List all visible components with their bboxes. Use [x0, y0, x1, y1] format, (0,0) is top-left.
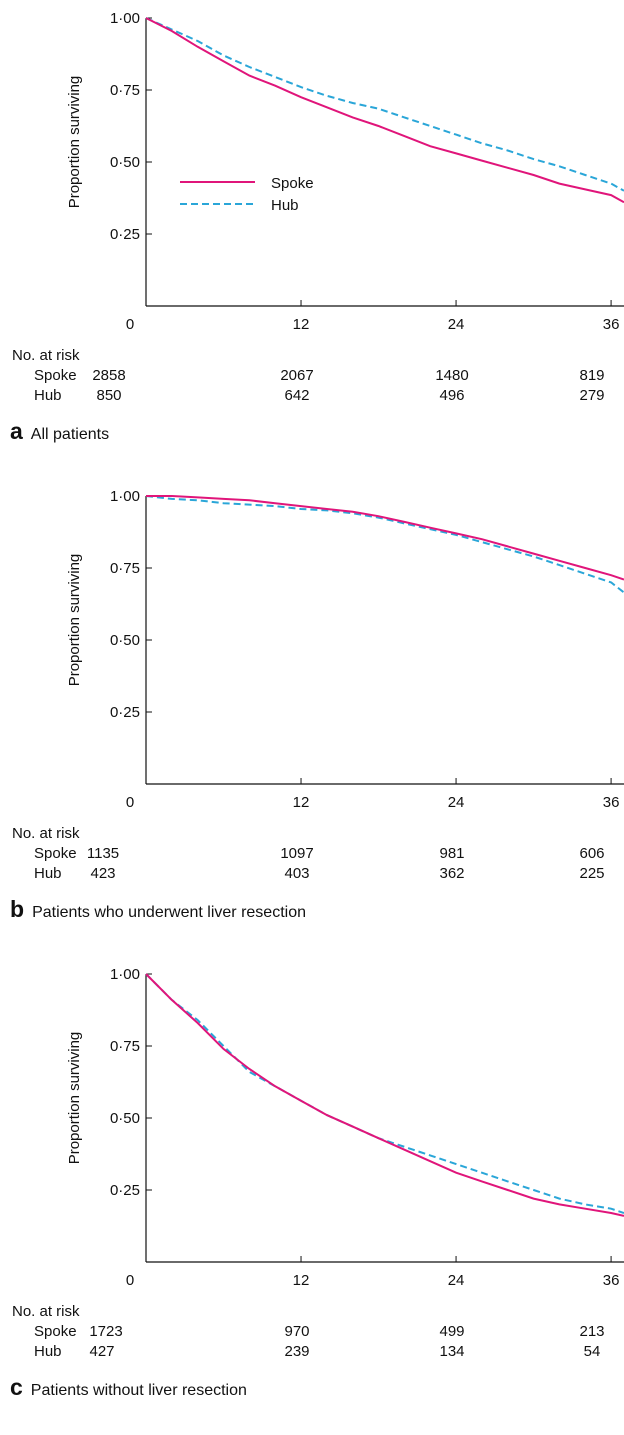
- risk-value: 981: [439, 845, 465, 862]
- x-tick-label: 36: [603, 316, 620, 333]
- risk-value: 225: [579, 865, 605, 882]
- risk-row-hub: Hub 423 403 362 225: [0, 865, 624, 885]
- x-tick-label: 36: [603, 794, 620, 811]
- risk-value: 2858: [92, 367, 126, 384]
- risk-value: 362: [439, 865, 465, 882]
- risk-value: 213: [579, 1323, 605, 1340]
- series-line-spoke: [146, 495, 624, 581]
- panel-caption-c: c Patients without liver resection: [10, 1374, 247, 1401]
- series-line-spoke: [145, 973, 624, 1217]
- risk-value: 970: [284, 1323, 310, 1340]
- y-tick-label: 0·75: [110, 560, 140, 577]
- series-line-spoke: [145, 17, 624, 204]
- risk-value: 642: [284, 387, 310, 404]
- y-tick-label: 0·50: [110, 154, 140, 171]
- y-tick-label: 1·00: [110, 488, 140, 505]
- caption-letter: b: [10, 896, 25, 922]
- risk-row-label: Hub: [34, 387, 62, 404]
- survival-chart-c: 0·250·500·751·000122436Time after colore…: [66, 966, 624, 1289]
- y-tick-label: 0·75: [110, 1038, 140, 1055]
- risk-value: 403: [284, 865, 310, 882]
- x-tick-label: 36: [603, 1272, 620, 1289]
- x-tick-label: 24: [448, 794, 465, 811]
- risk-value: 1480: [435, 367, 469, 384]
- x-tick-label: 0: [126, 1272, 134, 1289]
- risk-value: 134: [439, 1343, 465, 1360]
- y-axis-title: Proportion surviving: [66, 76, 83, 209]
- risk-value: 606: [579, 845, 605, 862]
- risk-table-title: No. at risk: [12, 347, 80, 364]
- panel-caption-a: a All patients: [10, 418, 109, 445]
- risk-value: 279: [579, 387, 605, 404]
- y-tick-label: 0·25: [110, 226, 140, 243]
- y-tick-label: 0·50: [110, 632, 140, 649]
- risk-value: 54: [583, 1343, 601, 1360]
- caption-letter: c: [10, 1374, 23, 1400]
- risk-value: 499: [439, 1323, 465, 1340]
- x-tick-label: 12: [293, 1272, 310, 1289]
- legend-label-hub: Hub: [271, 197, 299, 214]
- risk-row-label: Hub: [34, 865, 62, 882]
- x-tick-label: 24: [448, 1272, 465, 1289]
- panel-a: 0·250·500·751·000122436Time after colore…: [0, 0, 624, 478]
- risk-row-hub: Hub 427 239 134 54: [0, 1343, 624, 1363]
- caption-text: All patients: [30, 426, 110, 443]
- x-tick-label: 24: [448, 316, 465, 333]
- risk-value: 1723: [89, 1323, 123, 1340]
- y-tick-label: 0·50: [110, 1110, 140, 1127]
- risk-row-spoke: Spoke 2858 2067 1480 819: [0, 367, 624, 387]
- risk-value: 819: [579, 367, 605, 384]
- panel-b: 0·250·500·751·000122436Time after colore…: [0, 478, 624, 956]
- legend: Spoke Hub: [180, 175, 314, 214]
- risk-value: 1097: [280, 845, 314, 862]
- risk-value: 2067: [280, 367, 314, 384]
- y-axis-title: Proportion surviving: [66, 1032, 83, 1165]
- series-line-hub: [145, 495, 624, 594]
- risk-row-label: Spoke: [34, 1323, 77, 1340]
- risk-value: 496: [439, 387, 465, 404]
- x-tick-label: 0: [126, 316, 134, 333]
- y-tick-label: 0·25: [110, 704, 140, 721]
- y-tick-label: 1·00: [110, 10, 140, 27]
- survival-chart-b: 0·250·500·751·000122436Time after colore…: [66, 488, 624, 811]
- series-line-hub: [145, 973, 624, 1214]
- y-tick-label: 0·25: [110, 1182, 140, 1199]
- risk-row-label: Hub: [34, 1343, 62, 1360]
- risk-table-title: No. at risk: [12, 825, 80, 842]
- risk-value: 423: [90, 865, 116, 882]
- x-tick-label: 0: [126, 794, 134, 811]
- caption-text: Patients without liver resection: [30, 1382, 247, 1399]
- survival-chart-a: 0·250·500·751·000122436Time after colore…: [66, 10, 624, 333]
- risk-value: 1135: [86, 845, 120, 862]
- y-axis-title: Proportion surviving: [66, 554, 83, 687]
- risk-value: 239: [284, 1343, 310, 1360]
- y-tick-label: 0·75: [110, 82, 140, 99]
- risk-row-spoke: Spoke 1723 970 499 213: [0, 1323, 624, 1343]
- risk-value: 850: [96, 387, 122, 404]
- legend-label-spoke: Spoke: [271, 175, 314, 192]
- risk-row-spoke: Spoke 1135 1097 981 606: [0, 845, 624, 865]
- panel-c: 0·250·500·751·000122436Time after colore…: [0, 956, 624, 1434]
- series-line-hub: [145, 17, 624, 192]
- risk-table-title: No. at risk: [12, 1303, 80, 1320]
- x-tick-label: 12: [293, 794, 310, 811]
- caption-text: Patients who underwent liver resection: [32, 904, 306, 921]
- risk-row-label: Spoke: [34, 845, 77, 862]
- risk-row-label: Spoke: [34, 367, 77, 384]
- risk-row-hub: Hub 850 642 496 279: [0, 387, 624, 407]
- risk-value: 427: [89, 1343, 115, 1360]
- y-tick-label: 1·00: [110, 966, 140, 983]
- panel-caption-b: b Patients who underwent liver resection: [10, 896, 306, 923]
- caption-letter: a: [10, 418, 23, 444]
- x-tick-label: 12: [293, 316, 310, 333]
